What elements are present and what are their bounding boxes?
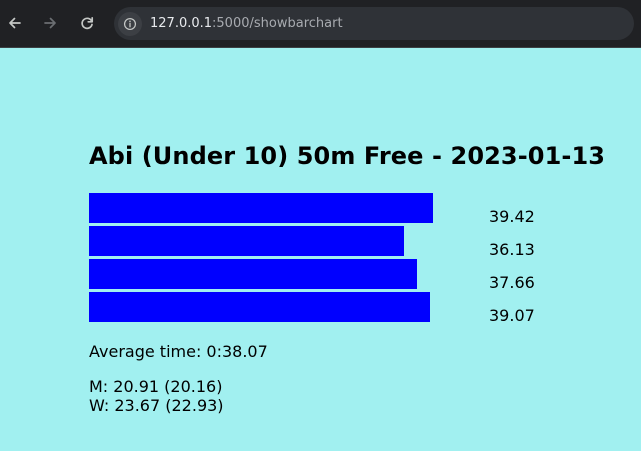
record-men: M: 20.91 (20.16) xyxy=(89,377,223,396)
bar-value-label: 36.13 xyxy=(489,240,535,259)
bar xyxy=(89,259,417,289)
address-bar[interactable]: 127.0.0.1:5000/showbarchart xyxy=(114,7,634,40)
bar-value-label: 37.66 xyxy=(489,273,535,292)
url-text[interactable]: 127.0.0.1:5000/showbarchart xyxy=(150,16,343,31)
bar-row: 36.13 xyxy=(89,226,549,259)
bar-row: 37.66 xyxy=(89,259,549,292)
bar-row: 39.07 xyxy=(89,292,549,325)
records-list: M: 20.91 (20.16) W: 23.67 (22.93) xyxy=(89,377,224,415)
bar-value-label: 39.42 xyxy=(489,207,535,226)
record-women: W: 23.67 (22.93) xyxy=(89,396,224,415)
bar xyxy=(89,193,433,223)
bar xyxy=(89,292,430,322)
back-button[interactable] xyxy=(4,12,26,34)
average-time: Average time: 0:38.07 xyxy=(89,342,268,361)
forward-button[interactable] xyxy=(39,12,61,34)
info-icon xyxy=(123,17,137,30)
reload-icon xyxy=(81,16,94,30)
site-info-button[interactable] xyxy=(118,11,142,36)
url-host: 127.0.0.1 xyxy=(150,16,213,31)
arrow-left-icon xyxy=(9,17,21,29)
arrow-right-icon xyxy=(44,17,56,29)
page-title: Abi (Under 10) 50m Free - 2023-01-13 xyxy=(89,142,606,170)
url-path: :5000/showbarchart xyxy=(212,16,343,31)
reload-button[interactable] xyxy=(76,12,98,34)
bar-value-label: 39.07 xyxy=(489,306,535,325)
bar-chart: 39.42 36.13 37.66 39.07 xyxy=(89,193,549,325)
browser-toolbar: 127.0.0.1:5000/showbarchart xyxy=(0,0,641,48)
bar-row: 39.42 xyxy=(89,193,549,226)
bar xyxy=(89,226,404,256)
